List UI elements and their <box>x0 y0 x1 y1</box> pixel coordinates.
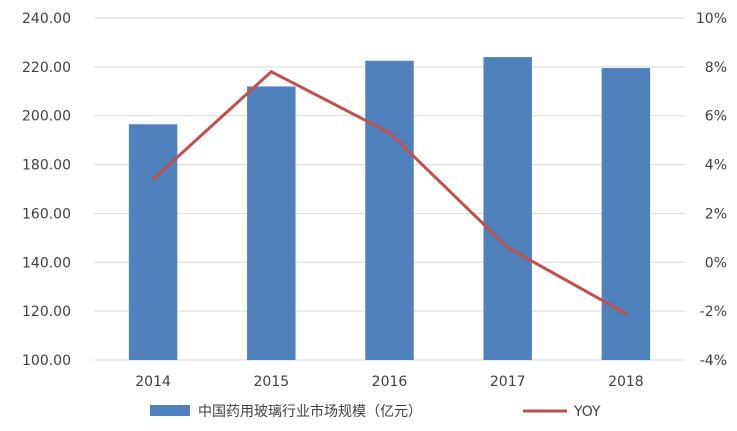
left-tick-label: 160.00 <box>22 206 71 222</box>
yoy-point <box>151 177 155 181</box>
bar <box>247 86 296 361</box>
left-axis-ticks: 100.00 120.00 140.00 160.00 180.00 200.00 220.… <box>22 11 71 369</box>
x-tick-label: 2016 <box>372 374 408 390</box>
yoy-point <box>388 131 391 135</box>
x-tick-label: 2015 <box>253 374 289 390</box>
left-tick-label: 180.00 <box>22 158 71 174</box>
legend: 中国药用玻璃行业市场规模（亿元） YOY <box>150 403 601 420</box>
right-tick-label: -2% <box>700 304 727 320</box>
x-tick-label: 2017 <box>490 374 526 390</box>
right-tick-label: 10% <box>696 11 727 27</box>
bar <box>601 68 651 360</box>
bar <box>483 57 532 360</box>
bar-series <box>128 57 651 361</box>
yoy-point <box>624 312 628 316</box>
x-tick-label: 2018 <box>608 374 644 390</box>
right-tick-label: 4% <box>705 158 727 174</box>
x-axis-ticks: 2014 2015 2016 2017 2018 <box>135 374 643 390</box>
right-tick-label: 2% <box>705 206 727 222</box>
left-tick-label: 100.00 <box>22 353 71 369</box>
right-tick-label: 6% <box>705 109 727 125</box>
x-tick-label: 2014 <box>135 374 171 390</box>
right-tick-label: 8% <box>705 60 727 76</box>
right-axis-ticks: -4% -2% 0% 2% 4% 6% 8% 10% <box>696 11 727 369</box>
right-tick-label: 0% <box>705 255 727 271</box>
legend-label-line: YOY <box>573 404 601 420</box>
legend-label-bar: 中国药用玻璃行业市场规模（亿元） <box>198 403 422 420</box>
right-tick-label: -4% <box>700 353 727 369</box>
yoy-point <box>506 246 510 250</box>
legend-swatch-bar <box>150 405 190 416</box>
bar <box>128 124 178 360</box>
left-tick-label: 200.00 <box>22 109 71 125</box>
left-tick-label: 240.00 <box>22 11 71 27</box>
bar <box>365 60 414 360</box>
left-tick-label: 220.00 <box>22 60 71 76</box>
left-tick-label: 140.00 <box>22 255 71 271</box>
left-tick-label: 120.00 <box>22 304 71 320</box>
line-series <box>151 70 628 316</box>
yoy-point <box>269 70 273 74</box>
